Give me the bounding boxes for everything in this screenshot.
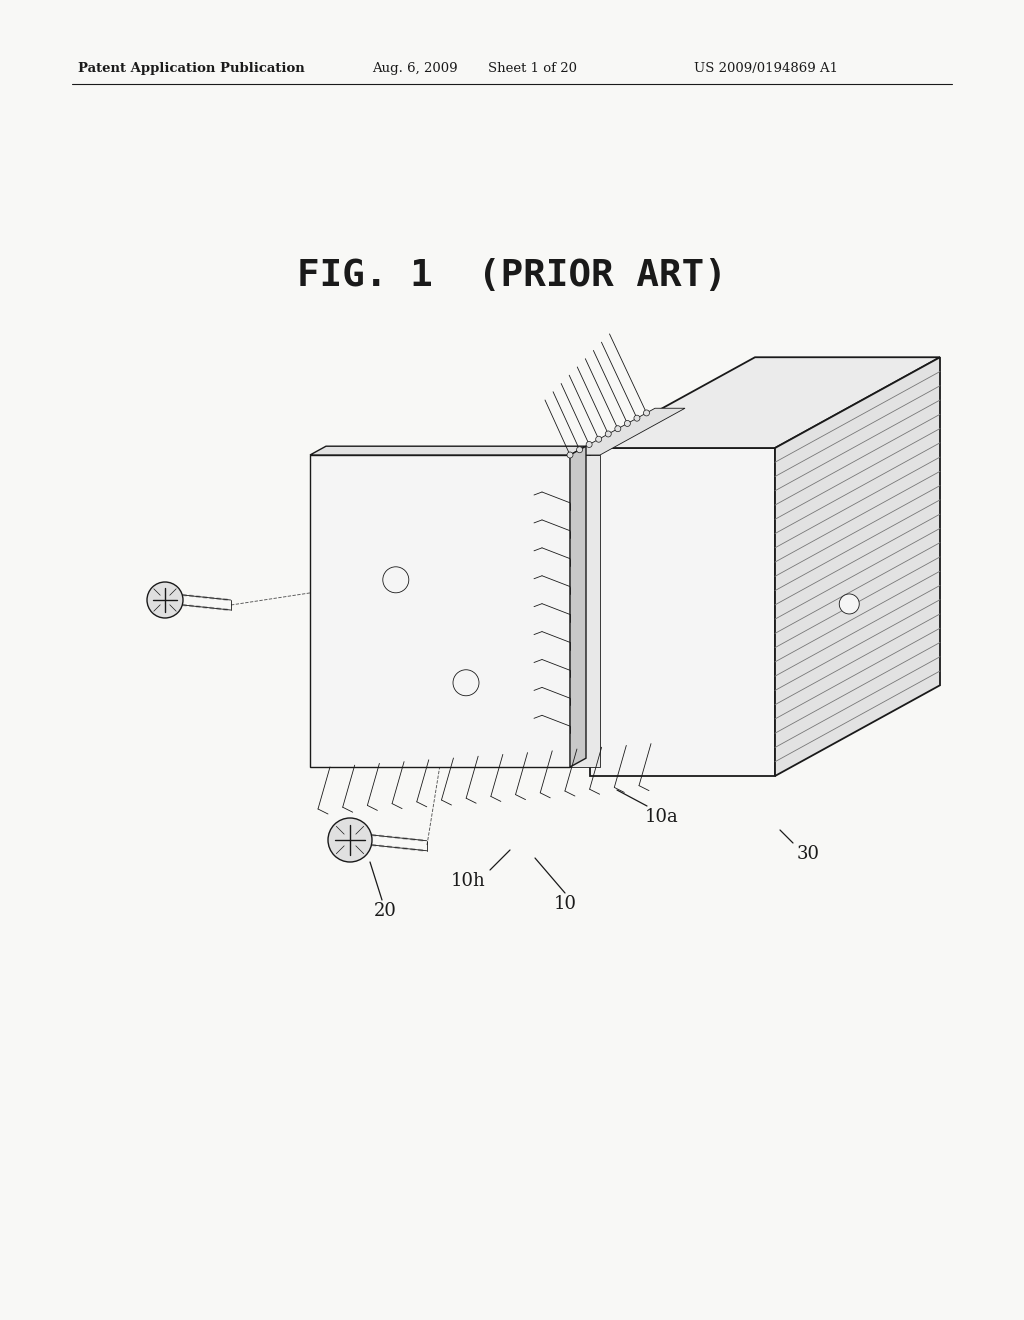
Text: 30: 30 <box>797 845 819 863</box>
Text: US 2009/0194869 A1: US 2009/0194869 A1 <box>694 62 838 75</box>
Circle shape <box>634 416 640 421</box>
Circle shape <box>643 411 649 416</box>
Circle shape <box>614 426 621 432</box>
Circle shape <box>383 566 409 593</box>
Polygon shape <box>570 408 685 455</box>
Circle shape <box>567 451 573 458</box>
Polygon shape <box>590 447 775 776</box>
Polygon shape <box>570 446 586 767</box>
Circle shape <box>453 669 479 696</box>
Circle shape <box>147 582 183 618</box>
Polygon shape <box>570 455 600 767</box>
Circle shape <box>625 421 631 426</box>
Polygon shape <box>310 446 586 455</box>
Circle shape <box>328 818 372 862</box>
Text: 10: 10 <box>554 895 577 913</box>
Circle shape <box>605 430 611 437</box>
Text: Aug. 6, 2009: Aug. 6, 2009 <box>372 62 458 75</box>
Polygon shape <box>775 358 940 776</box>
Text: Patent Application Publication: Patent Application Publication <box>78 62 305 75</box>
Circle shape <box>596 436 602 442</box>
Circle shape <box>586 441 592 447</box>
Circle shape <box>577 446 583 453</box>
Circle shape <box>840 594 859 614</box>
Text: 10h: 10h <box>451 873 485 890</box>
Text: Sheet 1 of 20: Sheet 1 of 20 <box>488 62 577 75</box>
Text: 20: 20 <box>374 902 396 920</box>
Text: 10a: 10a <box>645 808 679 826</box>
Text: FIG. 1  (PRIOR ART): FIG. 1 (PRIOR ART) <box>297 257 727 294</box>
Polygon shape <box>590 358 940 447</box>
Polygon shape <box>310 455 570 767</box>
